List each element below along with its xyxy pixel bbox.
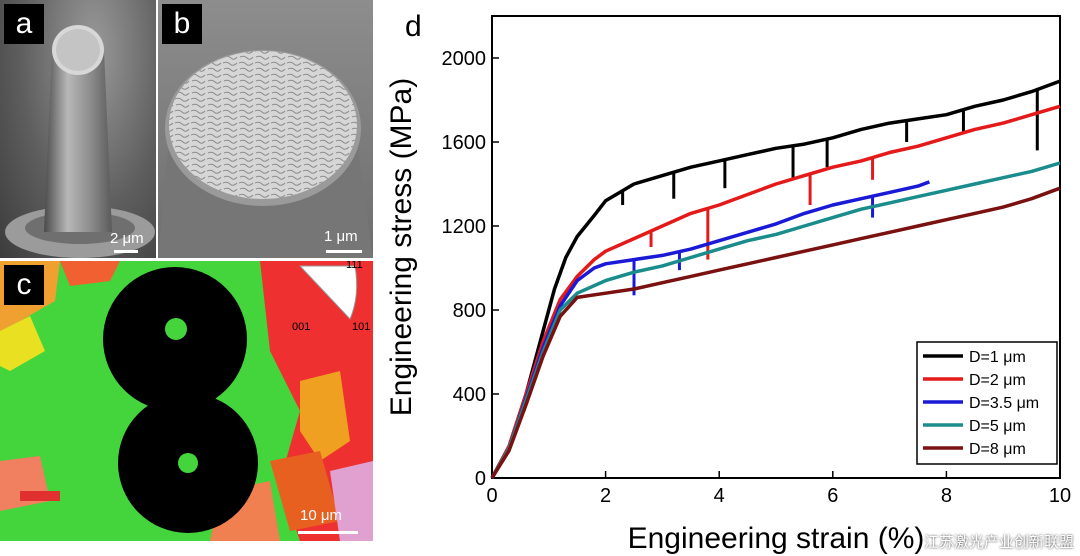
legend-label: D=5 μm — [969, 418, 1026, 435]
ipf-label-101: 101 — [352, 321, 371, 333]
ebsd-orientation-map — [0, 261, 373, 541]
x-tick-label: 2 — [600, 485, 611, 507]
series-line — [490, 79, 1061, 479]
ipf-label-001: 001 — [292, 321, 311, 333]
x-tick-label: 6 — [827, 485, 838, 507]
series-line — [490, 104, 1061, 479]
scale-bar-label-c: 10 μm — [300, 507, 342, 524]
scale-bar-c — [298, 531, 358, 534]
panel-a-sem-image: a 2 μm — [0, 0, 156, 258]
pillar-top-illustration — [158, 50, 373, 258]
series-line — [490, 186, 1061, 479]
panel-c-ebsd-map: c 111 001 101 10 μm — [0, 261, 373, 541]
y-tick-label: 1600 — [442, 132, 487, 154]
y-tick-label: 0 — [475, 468, 486, 490]
panel-label-a: a — [4, 4, 44, 44]
y-tick-label: 400 — [453, 384, 486, 406]
stress-strain-chart: 0 2 4 6 8 10 0 400 800 1200 1600 2000 Engineering st… — [385, 15, 1071, 555]
panel-label-d: d — [405, 10, 422, 43]
legend-label: D=1 μm — [969, 349, 1026, 366]
panel-b-sem-image: b 1 μm — [158, 0, 373, 258]
y-tick-label: 1200 — [442, 216, 487, 238]
legend-label: D=8 μm — [969, 441, 1026, 458]
series-line — [490, 161, 1061, 479]
y-axis-label: Engineering stress (MPa) — [385, 78, 418, 416]
ipf-label-111: 111 — [346, 261, 363, 271]
x-tick-label: 4 — [714, 485, 725, 507]
micropillar-illustration — [5, 25, 155, 258]
plot-frame — [491, 15, 1061, 479]
y-tick-label: 2000 — [442, 48, 487, 70]
y-tick-label: 800 — [453, 300, 486, 322]
x-axis-label: Engineering strain (%) — [628, 522, 925, 555]
panel-d-chart: d 0 2 4 6 8 10 0 400 800 1200 1600 2000 Engineering … — [375, 0, 1080, 556]
legend-label: D=2 μm — [969, 372, 1026, 389]
scale-bar-label-a: 2 μm — [110, 230, 144, 247]
scale-bar-label-b: 1 μm — [324, 228, 358, 245]
series-line — [490, 180, 931, 479]
legend-label: D=3.5 μm — [969, 395, 1039, 412]
scale-bar-a — [114, 250, 138, 253]
scale-bar-b — [326, 250, 362, 253]
watermark-text: 江苏激光产业创新联盟 — [923, 533, 1074, 551]
x-tick-label: 8 — [941, 485, 952, 507]
panel-label-c: c — [4, 265, 44, 305]
x-tick-label: 10 — [1049, 485, 1071, 507]
panel-label-b: b — [162, 4, 202, 44]
x-tick-label: 0 — [486, 485, 497, 507]
